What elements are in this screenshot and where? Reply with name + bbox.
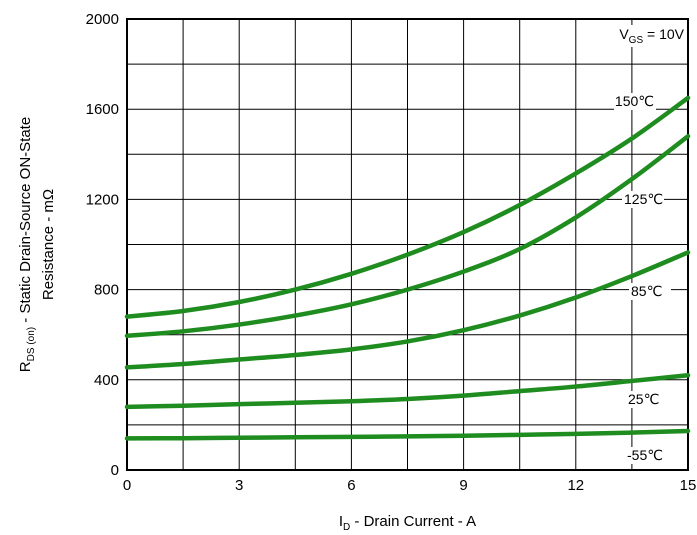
series-label-background [626, 391, 668, 408]
y-axis-label-line1: RDS (on) - Static Drain-Source ON-State [17, 117, 37, 372]
series-label-background [614, 93, 656, 110]
series-line [124, 373, 691, 410]
series-label-background [625, 447, 667, 464]
x-tick-label: 9 [459, 477, 467, 494]
y-axis-label-line2: Resistance - mΩ [40, 189, 57, 300]
y-tick-label: 800 [94, 282, 119, 299]
y-tick-label: 1200 [86, 191, 119, 208]
y-axis-label-sub: DS (on) [26, 327, 37, 361]
series-label: 25℃ [628, 391, 659, 407]
series-label: -55℃ [627, 447, 663, 463]
series-label: 85℃ [631, 283, 662, 299]
series-label-background [622, 191, 664, 208]
y-tick-labels: 0 400 800 1200 1600 2000 [86, 11, 119, 479]
condition-main: V [619, 26, 629, 42]
x-axis-label-main: I [339, 513, 343, 530]
series-labels: 150℃ 125℃ 85℃ 25℃ -55℃ [614, 93, 671, 464]
series-lines [124, 95, 691, 441]
x-tick-labels: 0 3 6 9 12 15 [123, 477, 697, 494]
x-tick-label: 15 [680, 477, 697, 494]
condition-rest: = 10V [643, 26, 685, 42]
series-line [124, 134, 691, 339]
condition-label-background [616, 25, 687, 47]
x-tick-label: 12 [567, 477, 584, 494]
x-tick-label: 3 [235, 477, 243, 494]
y-tick-label: 2000 [86, 11, 119, 28]
y-tick-label: 400 [94, 372, 119, 389]
series-line [124, 428, 691, 441]
x-axis-label-sub: D [343, 522, 350, 533]
grid-lines [127, 19, 688, 470]
y-tick-label: 0 [111, 462, 119, 479]
series-label: 125℃ [624, 191, 663, 207]
x-tick-label: 6 [347, 477, 355, 494]
series-label-background [629, 283, 671, 300]
plot-frame [126, 18, 689, 471]
condition-sub: GS [629, 35, 644, 46]
series-label: 150℃ [615, 93, 654, 109]
series-line [124, 250, 691, 370]
series-line [124, 95, 691, 319]
y-tick-label: 1600 [86, 101, 119, 118]
y-axis-label-main: R [17, 361, 34, 372]
condition-label: VGS = 10V [619, 26, 684, 46]
x-axis-label: ID - Drain Current - A [339, 513, 476, 533]
y-axis-label-rest: - Static Drain-Source ON-State [17, 117, 34, 327]
x-axis-label-rest: - Drain Current - A [350, 513, 476, 530]
x-tick-label: 0 [123, 477, 131, 494]
